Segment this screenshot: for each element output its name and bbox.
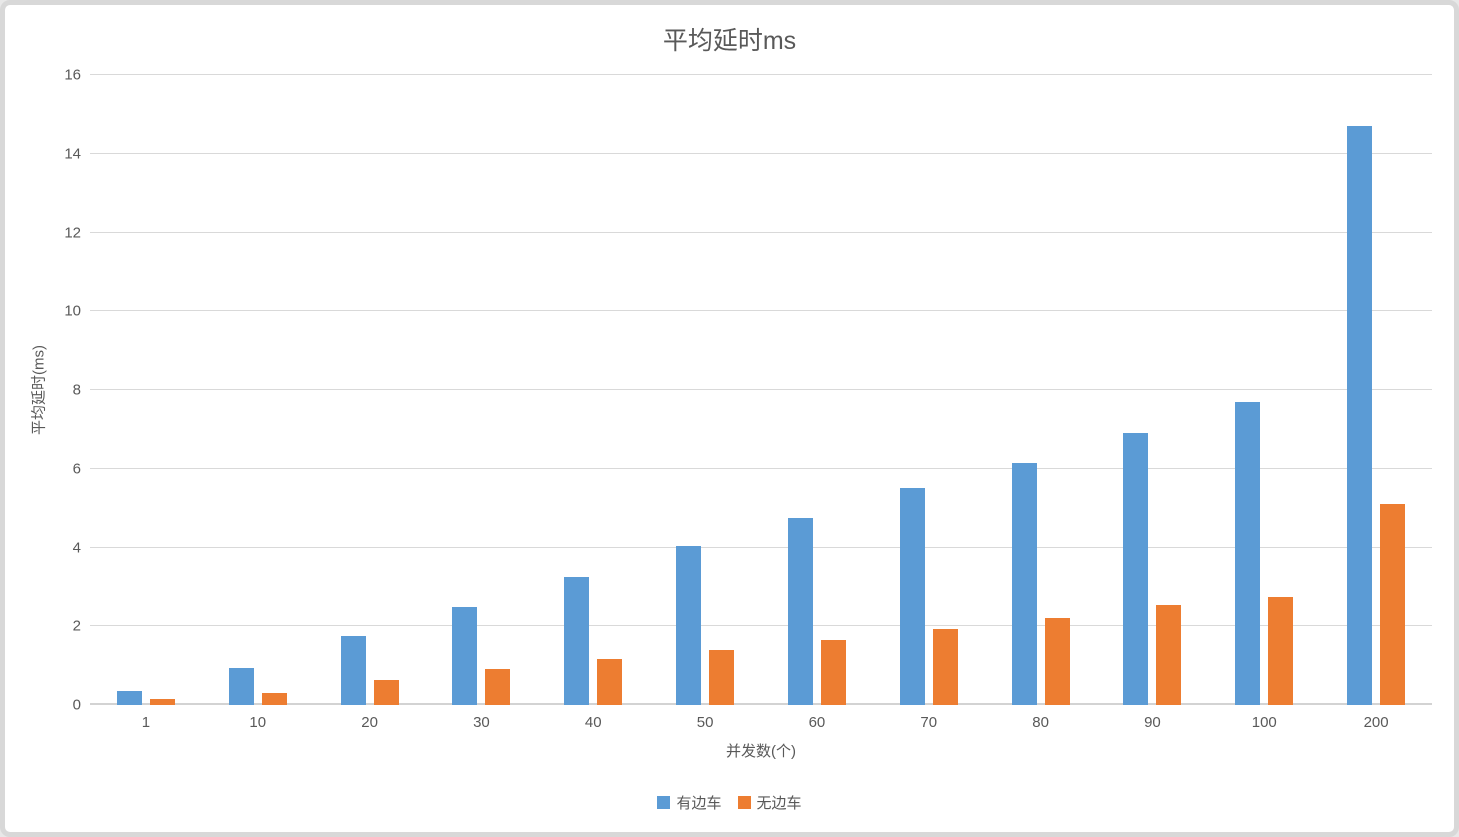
- y-tick-label: 6: [72, 460, 81, 478]
- x-tick-label: 20: [361, 714, 378, 731]
- legend-label: 无边车: [756, 795, 802, 812]
- legend-item-with-sidecar: 有边车: [657, 792, 722, 813]
- chart-title: 平均延时ms: [662, 27, 797, 55]
- gridline: [90, 625, 1432, 627]
- gridline: [90, 74, 1432, 75]
- x-axis-title: 并发数(个): [726, 743, 796, 760]
- legend: 有边车 无边车: [5, 792, 1454, 813]
- x-tick-label: 30: [473, 714, 490, 731]
- gridline: [90, 703, 1432, 705]
- x-tick-label: 10: [249, 714, 267, 731]
- bar-without-sidecar: [1380, 504, 1406, 705]
- gridline: [90, 231, 1432, 233]
- gridline: [90, 467, 1432, 469]
- y-tick-label: 16: [64, 66, 81, 84]
- x-tick-label: 200: [1363, 714, 1389, 731]
- bar-with-sidecar: [228, 667, 254, 705]
- bar-without-sidecar: [1156, 604, 1182, 705]
- bar-with-sidecar: [564, 577, 590, 705]
- bar-without-sidecar: [485, 668, 511, 705]
- bar-with-sidecar: [1347, 126, 1373, 705]
- bar-without-sidecar: [820, 640, 846, 705]
- x-tick-label: 100: [1251, 714, 1277, 731]
- bar-without-sidecar: [373, 680, 399, 705]
- bar-without-sidecar: [261, 693, 287, 705]
- x-tick-label: 1: [141, 714, 151, 731]
- bar-without-sidecar: [597, 658, 623, 705]
- y-tick-label: 8: [72, 381, 81, 399]
- bar-without-sidecar: [709, 649, 735, 705]
- x-tick-label: 50: [696, 714, 714, 731]
- bar-without-sidecar: [1268, 596, 1294, 705]
- x-tick-label: 60: [808, 714, 826, 731]
- bar-with-sidecar: [116, 691, 142, 705]
- x-tick-label: 70: [920, 714, 938, 731]
- x-tick-label: 90: [1144, 714, 1161, 731]
- bar-with-sidecar: [787, 517, 813, 705]
- legend-swatch-icon: [737, 796, 751, 809]
- bar-with-sidecar: [452, 606, 478, 705]
- y-tick-label: 10: [64, 302, 81, 320]
- y-tick-label: 4: [72, 539, 81, 556]
- bar-with-sidecar: [676, 545, 702, 705]
- x-tick-label: 80: [1032, 714, 1049, 731]
- bar-with-sidecar: [340, 636, 366, 705]
- plot-area: 0 2 4 6 8 10 12 14 16 1 10 20 30 40 50 60 70 80 90 100 200: [64, 67, 1432, 731]
- gridline: [90, 389, 1432, 390]
- legend-label: 有边车: [676, 795, 722, 812]
- bar-with-sidecar: [1235, 401, 1261, 705]
- legend-swatch-icon: [657, 796, 671, 809]
- bar-with-sidecar: [1011, 462, 1037, 705]
- y-tick-label: 2: [72, 617, 81, 635]
- gridline: [90, 310, 1432, 312]
- bar-without-sidecar: [932, 629, 958, 705]
- x-tick-label: 40: [584, 714, 602, 731]
- legend-item-without-sidecar: 无边车: [737, 792, 802, 813]
- gridline: [90, 152, 1432, 154]
- y-tick-label: 14: [64, 145, 81, 163]
- bar-with-sidecar: [1123, 433, 1149, 705]
- bar-without-sidecar: [149, 699, 175, 705]
- y-tick-label: 0: [72, 696, 81, 714]
- gridline: [90, 546, 1432, 548]
- y-tick-label: 12: [64, 224, 81, 241]
- bar-with-sidecar: [899, 488, 925, 705]
- bar-without-sidecar: [1044, 618, 1070, 705]
